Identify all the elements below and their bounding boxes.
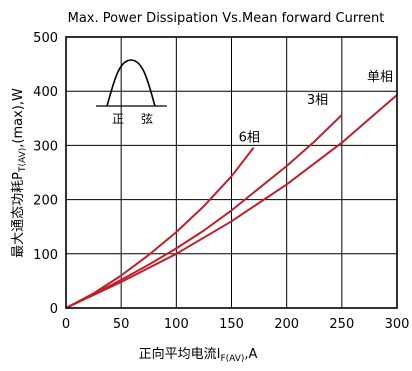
tick-layer: 0 50 100 150 200 250 300 0 100 200 300 400 500: [33, 31, 409, 332]
series-label-2: 单相: [367, 70, 393, 85]
series-line-0: [65, 146, 255, 309]
y-tick-label-5: 500: [33, 31, 58, 46]
x-tick-label-5: 250: [329, 317, 354, 332]
inset-label-left: 正: [112, 112, 124, 126]
y-axis-label: 最大通态功耗PT(AV),(max),W: [11, 88, 28, 258]
x-axis-label-symbol: I: [217, 347, 221, 362]
inset-half-sine: [106, 59, 156, 107]
y-axis-label-prefix: 最大通态功耗: [11, 180, 26, 258]
x-tick-label-2: 100: [164, 317, 189, 332]
x-tick-label-1: 50: [113, 317, 130, 332]
y-axis-label-suffix: ,(max),W: [11, 88, 26, 148]
series-line-2: [65, 94, 398, 309]
x-tick-label-0: 0: [62, 317, 70, 332]
y-axis-label-symbol: P: [11, 172, 26, 180]
y-tick-label-2: 200: [33, 194, 58, 209]
x-axis-label-prefix: 正向平均电流: [139, 346, 217, 362]
plot-frame: [65, 36, 398, 309]
series-layer: [65, 94, 398, 309]
y-tick-label-0: 0: [50, 302, 58, 317]
y-axis-label-subscript: T(AV): [18, 148, 28, 173]
x-tick-label-3: 150: [219, 317, 244, 332]
x-tick-label-6: 300: [385, 317, 410, 332]
sine-inset: 正 弦: [96, 59, 167, 126]
inset-label-right: 弦: [141, 111, 153, 126]
series-label-1: 3相: [307, 93, 328, 108]
x-axis-label-subscript: F(AV): [220, 354, 244, 364]
x-axis-label: 正向平均电流IF(AV),A: [139, 346, 258, 364]
x-axis-label-suffix: ,A: [244, 347, 257, 362]
series-label-0: 6相: [239, 131, 260, 146]
chart-title: Max. Power Dissipation Vs.Mean forward C…: [68, 11, 385, 26]
y-tick-label-4: 400: [33, 85, 58, 100]
series-line-1: [65, 114, 343, 309]
label-layer: 6相 3相 单相: [239, 70, 393, 146]
grid-layer: [66, 37, 397, 308]
y-tick-label-1: 100: [33, 248, 58, 263]
y-tick-label-3: 300: [33, 139, 58, 154]
x-tick-label-4: 200: [274, 317, 299, 332]
